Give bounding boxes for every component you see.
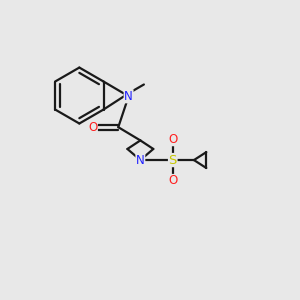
- Text: O: O: [168, 175, 177, 188]
- Text: O: O: [88, 121, 97, 134]
- Text: O: O: [168, 133, 177, 146]
- Text: S: S: [169, 154, 177, 166]
- Text: N: N: [136, 154, 145, 166]
- Text: N: N: [124, 90, 133, 103]
